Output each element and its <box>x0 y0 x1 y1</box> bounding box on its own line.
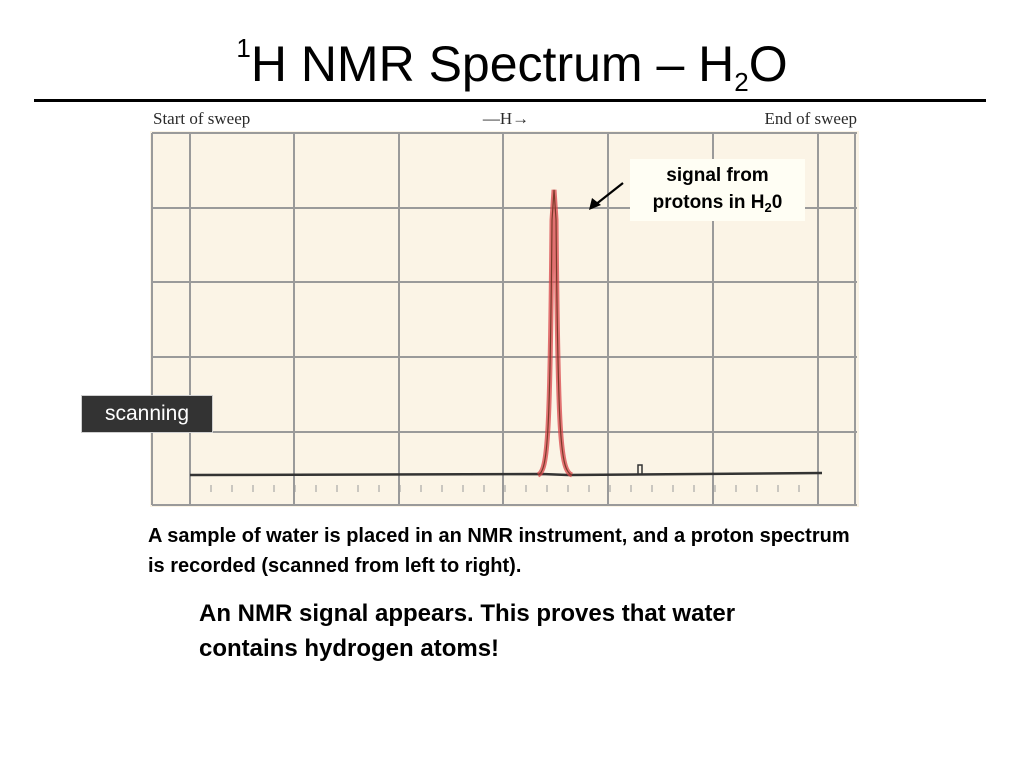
reference-blip <box>637 464 643 475</box>
callout-arrow-shaft <box>594 182 624 206</box>
annotation-line-2-suffix: 0 <box>771 192 783 213</box>
annotation-line-2: protons in H20 <box>630 189 805 221</box>
sweep-end-label: End of sweep <box>764 109 857 128</box>
title-subscript: 2 <box>734 67 749 97</box>
annotation-line-1: signal from <box>666 165 769 186</box>
title-divider <box>34 99 986 102</box>
title-superscript: 1 <box>236 33 251 63</box>
grid-lines <box>151 132 857 506</box>
scanning-badge: scanning <box>81 395 213 433</box>
spectrum-baseline <box>189 471 823 477</box>
sweep-direction-label: —H→ <box>482 109 529 128</box>
conclusion-text: An NMR signal appears. This proves that … <box>199 600 736 662</box>
title-main: H NMR Spectrum – H <box>250 36 735 92</box>
page-title: 1H NMR Spectrum – H2O <box>0 18 1024 112</box>
sweep-start-label: Start of sweep <box>153 109 250 128</box>
water-proton-peak <box>537 189 573 476</box>
annotation-line-2-prefix: protons in H <box>652 192 765 213</box>
annotation-subscript: 2 <box>764 200 772 215</box>
title-suffix: O <box>748 36 788 92</box>
spectrum-trace <box>189 189 823 478</box>
callout-arrow-head <box>589 198 601 210</box>
peak-annotation: signal from protons in H20 <box>630 159 805 221</box>
caption-text: A sample of water is placed in an NMR in… <box>148 525 850 577</box>
